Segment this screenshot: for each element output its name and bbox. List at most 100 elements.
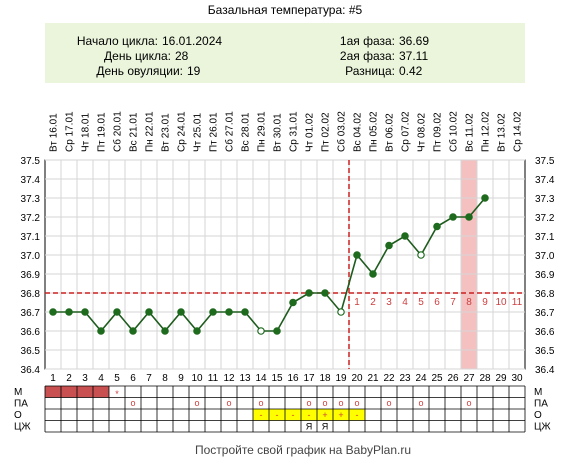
cycle-day-number: 10 xyxy=(191,373,203,384)
temperature-point xyxy=(209,308,217,316)
y-tick-label-left: 36.7 xyxy=(21,308,41,319)
cycle-day-number: 2 xyxy=(66,373,72,384)
period-mark: * xyxy=(115,389,119,399)
temperature-point xyxy=(161,327,169,335)
luteal-day-label: 5 xyxy=(418,297,424,308)
highlight-column xyxy=(461,160,477,369)
period-cell xyxy=(93,386,109,398)
cycle-day-number: 4 xyxy=(98,373,104,384)
luteal-day-label: 7 xyxy=(450,297,456,308)
temperature-point xyxy=(449,213,457,221)
luteal-day-label: 2 xyxy=(370,297,376,308)
date-label: Пт 02.02 xyxy=(321,112,332,152)
luteal-day-label: 11 xyxy=(512,297,523,308)
date-label: Пн 29.01 xyxy=(257,111,268,152)
temperature-point xyxy=(193,327,201,335)
phase1-value: 36.69 xyxy=(399,34,429,48)
intercourse-mark: o xyxy=(194,398,199,408)
row-label-left: О xyxy=(14,410,22,421)
cycle-day-number: 23 xyxy=(399,373,411,384)
row-label-right: ПА xyxy=(534,399,548,410)
cycle-day-number: 20 xyxy=(351,373,363,384)
date-label: Ср 17.01 xyxy=(65,111,76,152)
ovulation-test-cell xyxy=(253,409,269,421)
y-tick-label-left: 36.8 xyxy=(21,289,41,300)
ovulation-test-mark: + xyxy=(338,410,343,420)
phase1-label: 1ая фаза: xyxy=(340,34,395,48)
cycle-day-number: 16 xyxy=(287,373,299,384)
cycle-day-number: 12 xyxy=(223,373,235,384)
ovulation-test-cell xyxy=(317,409,333,421)
temperature-point xyxy=(257,327,265,335)
y-tick-label-left: 37.2 xyxy=(21,213,41,224)
cycle-day-number: 19 xyxy=(335,373,347,384)
y-tick-label-right: 36.4 xyxy=(535,365,555,376)
temperature-point xyxy=(369,270,377,278)
intercourse-mark: o xyxy=(338,398,343,408)
date-label: Вт 23.01 xyxy=(161,113,172,152)
y-tick-label-right: 37.0 xyxy=(535,251,555,262)
temperature-point xyxy=(65,308,73,316)
difference-value: 0.42 xyxy=(399,64,423,78)
date-label: Вт 30.01 xyxy=(273,113,284,152)
cycle-day-number: 15 xyxy=(271,373,283,384)
temperature-point xyxy=(337,308,345,316)
y-tick-label-left: 36.4 xyxy=(21,365,41,376)
y-tick-label-right: 36.5 xyxy=(535,346,555,357)
ovulation-day-label: День овуляции: xyxy=(96,64,183,78)
cycle-day-value: 28 xyxy=(175,49,189,63)
info-background xyxy=(45,23,525,83)
cycle-day-number: 9 xyxy=(178,373,184,384)
ovulation-test-mark: - xyxy=(260,410,263,420)
y-tick-label-right: 36.8 xyxy=(535,289,555,300)
row-label-right: О xyxy=(534,410,542,421)
chart-title: Базальная температура: #5 xyxy=(208,3,363,17)
intercourse-mark: o xyxy=(354,398,359,408)
y-tick-label-left: 37.3 xyxy=(21,194,41,205)
date-label: Сб 10.02 xyxy=(448,111,460,152)
ovulation-test-mark: - xyxy=(292,410,295,420)
temperature-line xyxy=(53,197,486,333)
date-label: Пн 12.02 xyxy=(481,111,492,152)
temperature-point xyxy=(273,327,281,335)
luteal-day-label: 6 xyxy=(434,297,440,308)
cycle-day-number: 14 xyxy=(255,373,267,384)
cycle-day-label: День цикла: xyxy=(104,49,171,63)
luteal-day-label: 10 xyxy=(495,297,507,308)
date-label: Ср 07.02 xyxy=(401,111,412,152)
cycle-day-number: 22 xyxy=(383,373,395,384)
luteal-day-label: 3 xyxy=(386,297,392,308)
y-tick-label-right: 37.5 xyxy=(535,156,555,167)
date-label: Сб 03.02 xyxy=(336,111,348,152)
cervical-mucus-mark: Я xyxy=(322,422,329,432)
y-tick-label-right: 36.7 xyxy=(535,308,555,319)
difference-label: Разница: xyxy=(345,64,395,78)
ovulation-test-cell xyxy=(269,409,285,421)
phase2-label: 2ая фаза: xyxy=(340,49,395,63)
y-tick-label-left: 36.6 xyxy=(21,327,41,338)
intercourse-mark: o xyxy=(386,398,391,408)
cycle-day-number: 1 xyxy=(50,373,56,384)
ovulation-test-mark: + xyxy=(322,410,327,420)
cycle-day-number: 26 xyxy=(447,373,459,384)
date-label: Ср 24.01 xyxy=(177,111,188,152)
date-label: Ср 31.01 xyxy=(289,111,300,152)
symptom-grid: М МПА ПАО ОЦЖ ЦЖ*o o o o o o o o o o o- - - - + + -Я Я xyxy=(14,385,551,433)
y-tick-label-left: 37.5 xyxy=(21,156,41,167)
date-label: Пн 22.01 xyxy=(145,111,156,152)
intercourse-mark: o xyxy=(226,398,231,408)
footer-link-text[interactable]: Постройте свой график на BabyPlan.ru xyxy=(195,443,411,457)
cycle-day-number: 8 xyxy=(162,373,168,384)
period-cell xyxy=(77,386,93,398)
date-label: Пт 09.02 xyxy=(433,112,444,152)
cycle-day-number: 18 xyxy=(319,373,331,384)
temperature-point xyxy=(241,308,249,316)
date-label: Вт 16.01 xyxy=(49,113,60,152)
ovulation-test-cell xyxy=(333,409,349,421)
ovulation-test-cell xyxy=(301,409,317,421)
cycle-info-panel: Начало цикла: 16.01.2024 День цикла: 28 … xyxy=(45,23,525,83)
temperature-point xyxy=(113,308,121,316)
cycle-day-number: 27 xyxy=(463,373,475,384)
ovulation-test-mark: - xyxy=(308,410,311,420)
date-label: Сб 20.01 xyxy=(112,111,124,152)
